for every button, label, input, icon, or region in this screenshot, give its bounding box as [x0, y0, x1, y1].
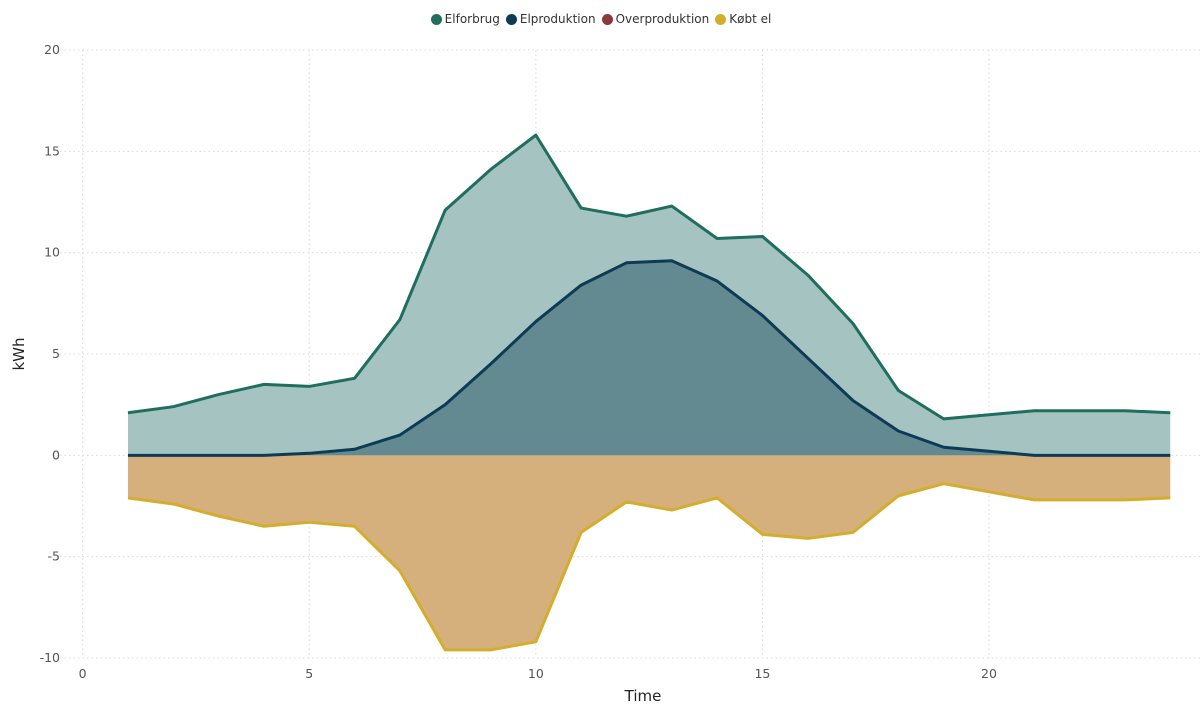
y-tick-label: 5: [52, 346, 60, 361]
legend-item[interactable]: Købt el: [715, 12, 771, 26]
legend-label: Elproduktion: [519, 12, 596, 26]
x-tick-label: 15: [754, 666, 770, 681]
y-tick-label: 10: [44, 245, 60, 260]
x-tick-label: 20: [981, 666, 997, 681]
x-tick-label: 5: [305, 666, 313, 681]
y-axis-title: kWh: [10, 337, 28, 370]
x-tick-label: 10: [528, 666, 544, 681]
y-tick-label: 20: [44, 42, 60, 57]
y-tick-label: -5: [48, 549, 60, 564]
area-elproduktion: [127, 260, 1171, 456]
legend-item[interactable]: Elproduktion: [505, 12, 596, 26]
line-elforbrug: [127, 133, 1171, 421]
y-tick-label: -10: [40, 650, 60, 665]
chart-legend: Elforbrug Elproduktion Overproduktion Købt …: [0, 12, 1202, 26]
y-tick-label: 0: [52, 447, 60, 462]
line-kobt-el: [127, 482, 1171, 652]
legend-label: Overproduktion: [615, 12, 710, 26]
legend-item[interactable]: Elforbrug: [430, 12, 500, 26]
legend-swatch-icon: [601, 13, 613, 25]
legend-label: Elforbrug: [444, 12, 500, 26]
legend-swatch-icon: [715, 13, 727, 25]
x-tick-label: 0: [79, 666, 87, 681]
x-axis-title: Time: [624, 687, 662, 704]
legend-item[interactable]: Overproduktion: [601, 12, 710, 26]
legend-label: Købt el: [729, 12, 772, 26]
line-elproduktion: [127, 259, 1171, 457]
legend-swatch-icon: [430, 13, 442, 25]
y-tick-label: 15: [44, 143, 60, 158]
area-kobt-el: [127, 455, 1171, 650]
legend-swatch-icon: [505, 13, 517, 25]
